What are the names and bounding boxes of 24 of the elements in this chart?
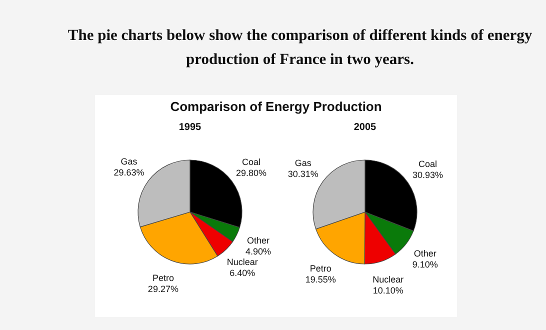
data-label: 29.27% — [148, 284, 178, 294]
slice-label: Gas — [120, 156, 138, 167]
data-label: 4.90% — [245, 246, 272, 256]
data-label: 29.63% — [114, 168, 144, 178]
slice-label: Gas — [294, 158, 312, 168]
data-label: 10.10% — [372, 285, 404, 296]
slice-label: Other — [414, 248, 436, 259]
slice-label: Nuclear — [372, 274, 404, 284]
data-label: 29.80% — [236, 168, 266, 178]
slice-label: Nuclear — [226, 257, 258, 268]
slice-label: Petro — [152, 273, 174, 284]
data-label: 6.40% — [230, 268, 256, 278]
data-label: 9.10% — [412, 260, 438, 270]
text: The pie charts below show the comparison of different kinds of energy production of France in two years. — [66, 26, 534, 70]
data-label: 30.93% — [412, 170, 444, 180]
data-label: 30.31% — [288, 168, 318, 179]
slice-label: Coal — [418, 159, 438, 170]
data-label: 19.55% — [305, 274, 336, 285]
chart-title: 2005 — [354, 122, 377, 133]
slice-label: Petro — [310, 264, 332, 274]
text: Comparison of Energy Production — [169, 99, 383, 114]
slice-label: Coal — [242, 156, 260, 167]
chart-title: 1995 — [178, 122, 202, 133]
slice-label: Other — [246, 235, 270, 246]
